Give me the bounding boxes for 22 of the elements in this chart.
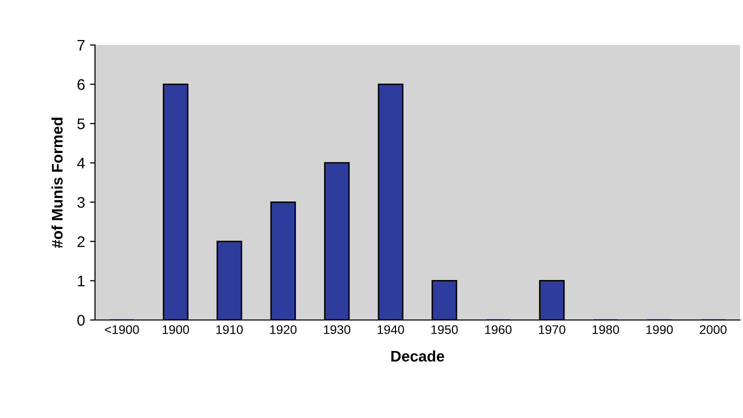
y-tick-label: 7 <box>78 40 85 51</box>
x-axis-title: Decade <box>391 350 444 362</box>
y-tick-label: 5 <box>77 118 85 130</box>
y-tick-label: 4 <box>77 158 85 168</box>
x-tick-label: 1970 <box>538 325 566 334</box>
x-tick-label: 1980 <box>592 325 620 334</box>
x-tick-label: 1920 <box>270 325 297 334</box>
x-tick-label: 1940 <box>378 325 404 334</box>
x-tick-label: 1960 <box>485 325 512 334</box>
x-tick-label: 1930 <box>324 325 350 334</box>
x-tick-label: 1900 <box>162 325 190 334</box>
x-tick-label: 1910 <box>216 325 243 334</box>
x-tick-label: 2000 <box>700 325 727 334</box>
y-tick-label: 6 <box>78 79 85 90</box>
y-axis-title: #of Munis Formed <box>51 118 63 248</box>
y-tick-label: 3 <box>77 197 85 208</box>
x-tick-label: <1900 <box>104 325 139 334</box>
y-tick-label: 1 <box>78 276 85 286</box>
x-tick-label: 1990 <box>646 325 673 334</box>
x-tick-label: 1950 <box>431 325 458 334</box>
y-tick-label: 2 <box>78 236 85 247</box>
y-tick-label: 0 <box>77 314 85 326</box>
